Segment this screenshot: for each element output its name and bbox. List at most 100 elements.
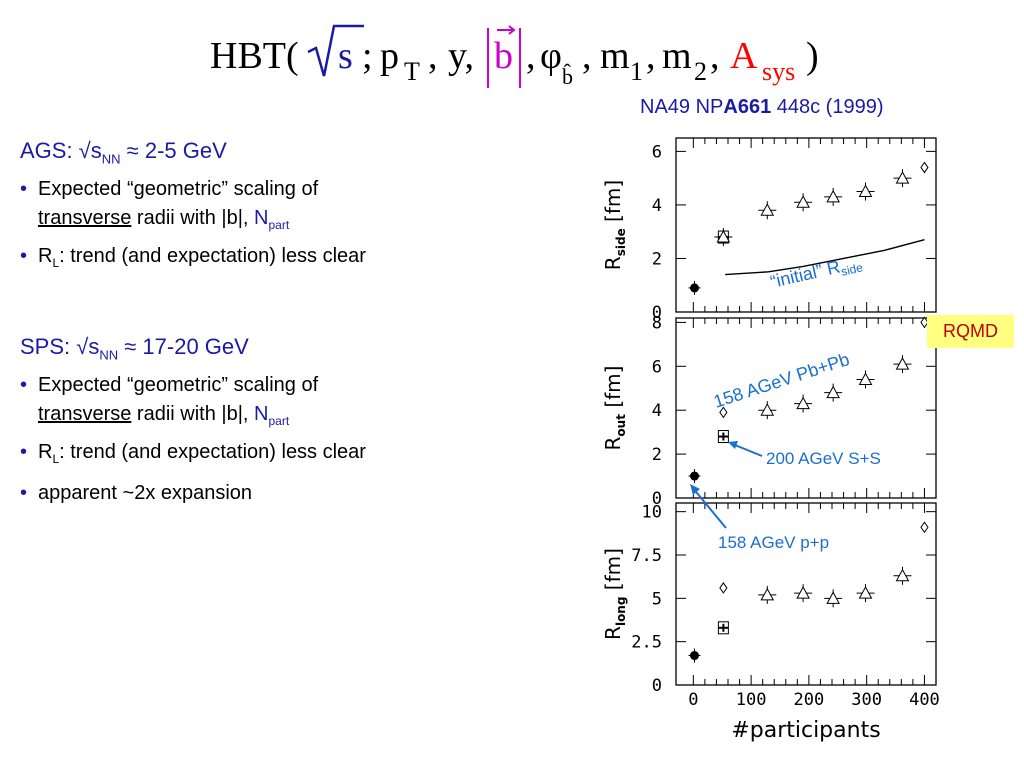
pbpb-data-point xyxy=(760,203,775,216)
ss-annotation: 200 AGeV S+S xyxy=(766,449,881,468)
y-tick-label: 4 xyxy=(652,401,662,421)
formula-suffix: ) xyxy=(806,35,819,77)
rl-symbol: R xyxy=(38,245,53,268)
bullet-text: Expected “geometric” scaling of xyxy=(38,178,319,201)
pbpb-data-point xyxy=(858,184,873,198)
sps-bullets: • Expected “geometric” scaling of transv… xyxy=(20,368,366,510)
pp-arrowhead-icon xyxy=(690,484,700,495)
bullet-text: Expected “geometric” scaling of xyxy=(38,374,319,397)
pbpb-data-point xyxy=(826,591,840,604)
ss-arrowhead-icon xyxy=(728,441,738,449)
rqmd-data-point xyxy=(719,406,728,419)
pp-arrow xyxy=(691,486,727,529)
pbpb-data-point xyxy=(826,189,840,203)
y-tick-label: 0 xyxy=(652,676,662,696)
list-item: • Expected “geometric” scaling of transv… xyxy=(20,172,366,239)
pp-data-point xyxy=(689,651,699,661)
source-suffix: 448c (1999) xyxy=(771,96,884,118)
pbpb-data-point xyxy=(760,587,775,601)
npart-sub-end: t xyxy=(285,414,290,429)
hbt-radii-chart: 0 2 4 6 Rside [fm] 0 2 4 6 8 Rout [fm] 0 2.5 5 7.5 10 Rl… xyxy=(601,137,940,743)
y-tick-label: 0 xyxy=(652,303,662,323)
formula-p-sub: T xyxy=(404,57,420,86)
ags-heading-sub: NN xyxy=(101,151,121,167)
panel-frame xyxy=(675,317,937,499)
rl-sub: L xyxy=(52,452,60,467)
initial-rside-annotation: “initial” Rside xyxy=(768,251,864,294)
y-axis-label: Rout [fm] xyxy=(601,366,628,451)
pbpb-data-point xyxy=(858,586,873,599)
sqrt-icon xyxy=(307,24,364,77)
underlined-word: transverse xyxy=(38,403,132,426)
underlined-word: transverse xyxy=(38,207,132,230)
x-tick-label: 300 xyxy=(851,690,882,710)
y-axis-label: Rlong [fm] xyxy=(601,548,628,640)
bullet-text: apparent ~2x expansion xyxy=(38,482,253,505)
y-tick-label: 0 xyxy=(652,489,662,509)
list-item: • apparent ~2x expansion xyxy=(20,482,253,505)
y-axis-label: Rside [fm] xyxy=(601,180,628,270)
formula-m2: m xyxy=(662,35,692,77)
y-tick-label: 5 xyxy=(652,589,662,609)
x-tick-label: 100 xyxy=(736,690,767,710)
sps-heading: SPS: √sNN ≈ 17-20 GeV xyxy=(20,334,366,362)
npart-symbol: N xyxy=(254,403,269,426)
pp-annotation: 158 AGeV p+p xyxy=(718,533,829,552)
rqmd-data-point xyxy=(719,582,728,594)
rqmd-data-point xyxy=(920,521,929,534)
panel-frame xyxy=(675,502,937,686)
formula-sep5: , xyxy=(710,35,720,77)
source-citation: NA49 NPA661 448c (1999) xyxy=(640,96,883,119)
rl-sub: L xyxy=(52,256,60,271)
pbpb-data-point xyxy=(895,171,910,184)
bullet-text: : trend (and expectation) less clear xyxy=(59,441,366,464)
ags-section: AGS: √sNN ≈ 2-5 GeV • Expected “geometri… xyxy=(20,138,366,280)
list-item: • Expected “geometric” scaling of transv… xyxy=(20,368,366,435)
formula-m1-sub: 1 xyxy=(630,57,643,86)
sps-heading-suffix: ≈ 17-20 GeV xyxy=(118,334,249,359)
y-tick-label: 6 xyxy=(652,357,662,377)
bullet-continuation: transverse radii with |b|, Npart xyxy=(38,204,366,239)
pp-data-point xyxy=(689,283,699,293)
formula-semicolon: ; xyxy=(362,35,373,77)
ags-heading-suffix: ≈ 2-5 GeV xyxy=(120,138,227,163)
x-tick-label: 200 xyxy=(794,690,825,710)
formula-m2-sub: 2 xyxy=(694,57,707,86)
pbpb-data-point xyxy=(716,230,731,243)
rqmd-data-point xyxy=(920,316,929,329)
ags-bullets: • Expected “geometric” scaling of transv… xyxy=(20,172,366,280)
source-prefix: NA49 NP xyxy=(640,96,724,118)
y-tick-label: 8 xyxy=(652,313,662,333)
y-tick-label: 10 xyxy=(642,503,662,523)
panel-frame xyxy=(675,137,937,313)
sps-heading-prefix: SPS: √s xyxy=(20,334,100,359)
npart-sub: par xyxy=(268,218,286,233)
x-tick-label: 0 xyxy=(688,690,698,710)
formula-p: p xyxy=(380,35,399,77)
list-item: • RL: trend (and expectation) less clear xyxy=(20,441,366,467)
formula-m1: m xyxy=(600,35,630,77)
pbpb-data-point xyxy=(796,586,810,599)
sps-section: SPS: √sNN ≈ 17-20 GeV • Expected “geomet… xyxy=(20,334,366,510)
formula-b: b xyxy=(494,35,513,77)
y-tick-label: 2.5 xyxy=(631,633,662,653)
formula-prefix: HBT( xyxy=(210,35,299,77)
bullet-text: : trend (and expectation) less clear xyxy=(59,245,366,268)
list-item: • RL: trend (and expectation) less clear xyxy=(20,245,366,271)
formula-sep4: , xyxy=(646,35,656,77)
x-tick-label: 400 xyxy=(909,690,940,710)
rqmd-data-point xyxy=(920,161,929,174)
pbpb-data-point xyxy=(826,385,840,399)
npart-sub: par xyxy=(268,414,286,429)
formula-A-sub: sys xyxy=(762,57,795,86)
vector-arrow-icon xyxy=(497,25,516,35)
ags-heading-prefix: AGS: √s xyxy=(20,138,102,163)
pbpb-data-point xyxy=(895,357,910,370)
ags-heading: AGS: √sNN ≈ 2-5 GeV xyxy=(20,138,366,166)
npart-sub-end: t xyxy=(285,218,290,233)
y-tick-label: 6 xyxy=(652,142,662,162)
y-tick-label: 4 xyxy=(652,196,662,216)
pbpb-annotation: 158 AGeV Pb+Pb xyxy=(711,349,852,412)
pbpb-data-point xyxy=(858,372,873,385)
formula-y: y, xyxy=(448,35,474,77)
